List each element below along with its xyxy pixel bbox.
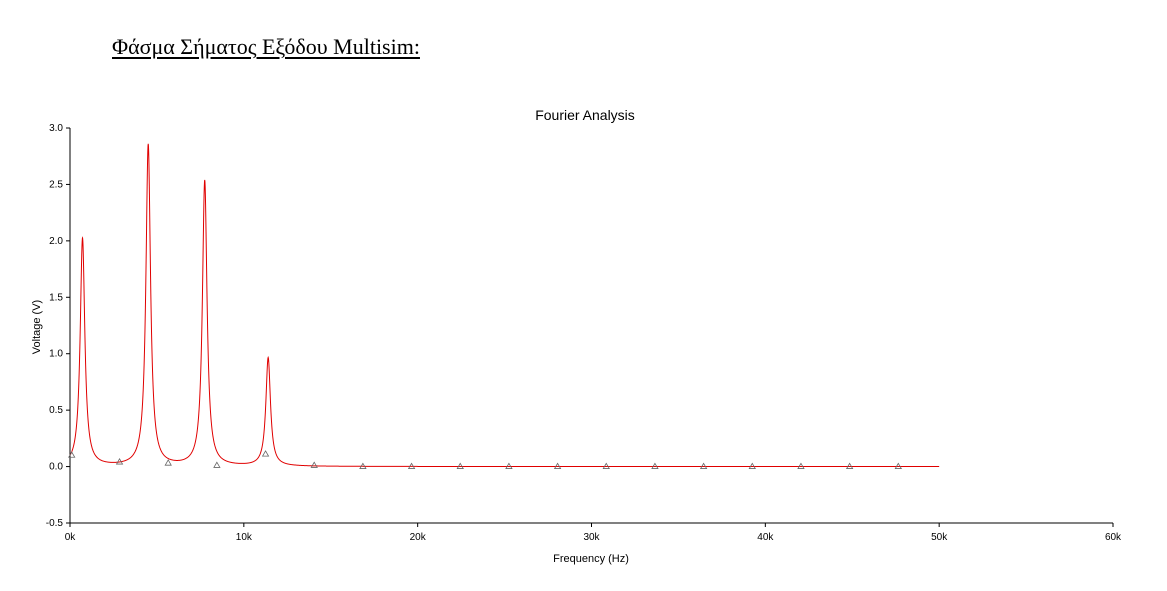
- x-tick-label: 20k: [410, 532, 427, 543]
- x-tick-label: 50k: [931, 532, 948, 543]
- x-tick-label: 0k: [65, 532, 77, 543]
- series-marker: [407, 462, 416, 469]
- page-heading: Φάσμα Σήματος Εξόδου Multisim:: [112, 34, 420, 59]
- series-marker: [115, 458, 124, 465]
- series-marker: [68, 451, 76, 458]
- series-marker: [310, 461, 318, 468]
- y-tick-label: 1.5: [49, 292, 63, 303]
- series-marker: [699, 462, 708, 469]
- series-marker: [894, 462, 903, 469]
- y-tick-label: 2.0: [49, 236, 63, 247]
- y-tick-label: 2.5: [49, 179, 63, 190]
- series-marker: [164, 459, 172, 466]
- y-tick-label: 0.0: [49, 462, 63, 473]
- series-marker: [553, 462, 562, 469]
- series-marker: [261, 450, 270, 457]
- x-tick-label: 60k: [1105, 532, 1122, 543]
- y-tick-label: 1.0: [49, 349, 63, 360]
- series-marker: [797, 462, 805, 469]
- series-marker: [602, 462, 610, 469]
- y-axis-title: Voltage (V): [31, 300, 43, 354]
- series-marker: [213, 461, 221, 468]
- ticks: -0.5 0.0 0.5 1.0 1.5 2.0 2.5 3.0 0k 10k 20k 30k 40k 5…: [46, 123, 1122, 543]
- series-marker: [505, 462, 513, 469]
- y-tick-label: -0.5: [46, 518, 64, 529]
- series-marker: [748, 462, 756, 469]
- chart-title: Fourier Analysis: [535, 107, 635, 123]
- y-tick-label: 3.0: [49, 123, 63, 134]
- y-tick-label: 0.5: [49, 405, 63, 416]
- x-tick-label: 30k: [583, 532, 600, 543]
- x-tick-label: 40k: [757, 532, 774, 543]
- x-tick-label: 10k: [236, 532, 253, 543]
- series-marker: [456, 462, 464, 469]
- series-line: [69, 143, 940, 468]
- series-markers: [68, 450, 903, 469]
- series-marker: [845, 462, 854, 469]
- axes: [69, 128, 1113, 524]
- series-marker: [359, 462, 367, 469]
- series-marker: [651, 462, 659, 469]
- x-axis-title: Frequency (Hz): [553, 553, 629, 565]
